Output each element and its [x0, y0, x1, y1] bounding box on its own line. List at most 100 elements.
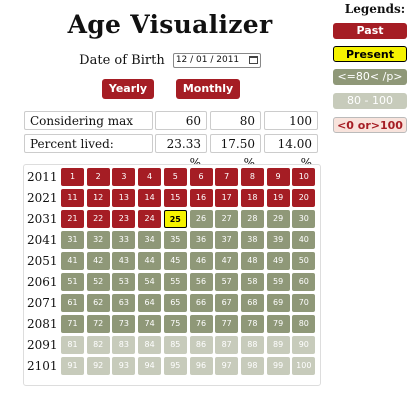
year-label: 2071 [27, 296, 58, 310]
age-cell: 11 [61, 189, 84, 207]
age-cell: 36 [189, 231, 213, 249]
age-cell: 22 [86, 210, 110, 228]
age-cell: 46 [189, 252, 213, 270]
age-cell: 79 [266, 315, 290, 333]
age-cell: 8 [240, 168, 264, 186]
age-cell: 4 [138, 168, 162, 186]
legend-out-of-range: <0 or>100 [333, 117, 407, 133]
age-cell: 68 [240, 294, 264, 312]
age-cell: 88 [240, 336, 264, 354]
age-cell: 51 [61, 273, 84, 291]
age-cell: 26 [189, 210, 213, 228]
age-cell: 77 [215, 315, 239, 333]
age-cell: 81 [61, 336, 84, 354]
age-cell: 3 [112, 168, 136, 186]
age-cell: 33 [112, 231, 136, 249]
age-cell: 2 [86, 168, 110, 186]
age-cell: 92 [86, 357, 110, 375]
dob-input[interactable]: 12 / 01 / 2011 [172, 53, 261, 68]
age-cell: 10 [292, 168, 316, 186]
age-cell: 64 [138, 294, 162, 312]
age-cell: 24 [138, 210, 162, 228]
age-cell: 78 [240, 315, 264, 333]
age-cell: 67 [215, 294, 239, 312]
page-title: Age Visualizer [67, 10, 273, 39]
age-cell: 41 [61, 252, 84, 270]
age-cell: 28 [240, 210, 264, 228]
year-label: 2091 [27, 338, 58, 352]
age-cell: 66 [189, 294, 213, 312]
age-cell: 35 [163, 231, 187, 249]
age-cell: 45 [163, 252, 187, 270]
age-cell: 56 [189, 273, 213, 291]
year-label: 2061 [27, 275, 58, 289]
age-cell: 94 [138, 357, 162, 375]
age-cell: 61 [61, 294, 84, 312]
dob-value: 12 / 01 / 2011 [175, 55, 240, 65]
age-cell: 95 [163, 357, 187, 375]
age-cell: 53 [112, 273, 136, 291]
percent-60: 23.33 % [155, 134, 207, 170]
age-cell: 44 [138, 252, 162, 270]
age-cell: 42 [86, 252, 110, 270]
age-cell: 30 [292, 210, 316, 228]
year-label: 2011 [27, 170, 58, 184]
age-cell: 38 [240, 231, 264, 249]
age-cell: 48 [240, 252, 264, 270]
age-cell: 13 [112, 189, 136, 207]
age-cell: 27 [215, 210, 239, 228]
age-cell: 99 [266, 357, 290, 375]
age-cell: 12 [86, 189, 110, 207]
age-cell: 43 [112, 252, 136, 270]
age-cell: 25 [163, 210, 187, 228]
age-cell: 63 [112, 294, 136, 312]
age-cell: 73 [112, 315, 136, 333]
percent-80: 17.50 % [210, 134, 261, 170]
percent-label: Percent lived: [24, 134, 153, 153]
age-cell: 90 [292, 336, 316, 354]
age-cell: 76 [189, 315, 213, 333]
age-cell: 34 [138, 231, 162, 249]
age-grid: 2011 1 2 3 4 5 6 7 8 9 10 2021 11 12 13 14 15 16 17 18 19 20 2… [23, 164, 321, 386]
max-age-100: 100 [264, 111, 318, 130]
year-label: 2021 [27, 191, 58, 205]
dob-label: Date of Birth [79, 53, 165, 68]
legend-title: Legends: [344, 2, 406, 16]
age-cell: 86 [189, 336, 213, 354]
age-cell: 74 [138, 315, 162, 333]
age-cell: 47 [215, 252, 239, 270]
max-age-80: 80 [210, 111, 261, 130]
yearly-button[interactable]: Yearly [102, 79, 154, 99]
age-cell: 60 [292, 273, 316, 291]
age-cell: 100 [292, 357, 316, 375]
age-cell: 7 [215, 168, 239, 186]
dob-row: Date of Birth 12 / 01 / 2011 [0, 53, 340, 68]
legend-past: Past [333, 23, 407, 39]
age-cell: 20 [292, 189, 316, 207]
main-panel: Age Visualizer Date of Birth 12 / 01 / 2… [23, 10, 321, 386]
age-cell: 69 [266, 294, 290, 312]
age-cell: 57 [215, 273, 239, 291]
age-cell: 32 [86, 231, 110, 249]
monthly-button[interactable]: Monthly [176, 79, 240, 99]
legend-80-100: 80 - 100 [333, 93, 407, 109]
age-cell: 16 [189, 189, 213, 207]
legend-le80: <=80< /p> [333, 69, 407, 85]
age-cell: 31 [61, 231, 84, 249]
age-cell: 93 [112, 357, 136, 375]
age-cell: 19 [266, 189, 290, 207]
age-cell: 84 [138, 336, 162, 354]
age-cell: 49 [266, 252, 290, 270]
calendar-icon[interactable] [248, 56, 258, 64]
age-cell: 18 [240, 189, 264, 207]
age-cell: 52 [86, 273, 110, 291]
age-cell: 85 [163, 336, 187, 354]
legend-present: Present [333, 46, 407, 62]
age-cell: 96 [189, 357, 213, 375]
age-cell: 98 [240, 357, 264, 375]
max-age-60: 60 [155, 111, 207, 130]
age-cell: 59 [266, 273, 290, 291]
age-cell: 89 [266, 336, 290, 354]
age-cell: 83 [112, 336, 136, 354]
age-cell: 82 [86, 336, 110, 354]
